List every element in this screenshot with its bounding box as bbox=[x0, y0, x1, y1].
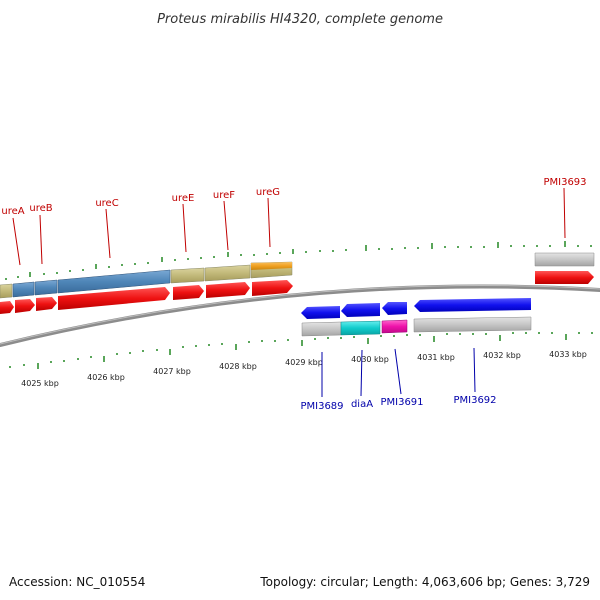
cds-arrow-PMI3693[interactable] bbox=[535, 271, 594, 284]
gene-label-ureF[interactable]: ureF bbox=[213, 190, 235, 201]
reverse-gene-track bbox=[301, 316, 532, 337]
reverse-cds-track bbox=[301, 298, 531, 319]
gene-label-ureB[interactable]: ureB bbox=[29, 203, 52, 214]
gene-block-ureG-orange bbox=[251, 262, 292, 270]
scale-label: 4032 kbp bbox=[483, 351, 521, 360]
accession-text: Accession: NC_010554 bbox=[9, 575, 145, 589]
gene-block-PMI3691[interactable] bbox=[381, 319, 408, 334]
genome-summary-text: Topology: circular; Length: 4,063,606 bp… bbox=[259, 575, 590, 589]
gene-label-ureG[interactable]: ureG bbox=[256, 187, 280, 198]
cds-arrow-ureF[interactable] bbox=[206, 282, 250, 298]
cds-arrow-PMI3692[interactable] bbox=[414, 298, 531, 312]
scale-label: 4028 kbp bbox=[219, 362, 257, 371]
reverse-gene-labels bbox=[321, 347, 476, 397]
gene-block-ureA-fragment[interactable] bbox=[0, 283, 13, 299]
gene-block-PMI3692[interactable] bbox=[413, 316, 532, 333]
scale-label: 4031 kbp bbox=[417, 353, 455, 362]
gene-block-ureF[interactable] bbox=[204, 264, 251, 282]
gene-label-PMI3692[interactable]: PMI3692 bbox=[453, 395, 496, 406]
cds-arrow-diaA[interactable] bbox=[341, 303, 380, 317]
gene-block-PMI3693[interactable] bbox=[534, 252, 595, 267]
cds-arrow-ureB[interactable] bbox=[36, 297, 57, 311]
forward-gene-track bbox=[0, 252, 595, 299]
gene-label-diaA[interactable]: diaA bbox=[351, 399, 373, 410]
gene-label-ureE[interactable]: ureE bbox=[172, 193, 195, 204]
cds-arrow-ureA-fragment[interactable] bbox=[0, 301, 14, 314]
gene-label-ureA[interactable]: ureA bbox=[1, 206, 24, 217]
cds-arrow-PMI3691[interactable] bbox=[382, 302, 407, 315]
gene-block-ureB[interactable] bbox=[34, 279, 58, 296]
cds-arrow-ureG[interactable] bbox=[252, 280, 293, 296]
upper-tick-track bbox=[5, 241, 592, 280]
map-title: Proteus mirabilis HI4320, complete genom… bbox=[157, 12, 443, 27]
gene-label-PMI3689[interactable]: PMI3689 bbox=[300, 401, 343, 412]
scale-label: 4030 kbp bbox=[351, 355, 389, 364]
forward-cds-track bbox=[0, 271, 594, 314]
gene-label-PMI3693[interactable]: PMI3693 bbox=[543, 177, 586, 188]
scale-label: 4033 kbp bbox=[549, 350, 587, 359]
gene-label-ureC[interactable]: ureC bbox=[95, 198, 118, 209]
forward-gene-labels bbox=[12, 187, 566, 266]
gene-label-PMI3691[interactable]: PMI3691 bbox=[380, 397, 423, 408]
cds-arrow-PMI3689[interactable] bbox=[301, 306, 340, 319]
gene-block-ureC[interactable] bbox=[57, 269, 171, 294]
cds-arrow-ureA[interactable] bbox=[15, 299, 35, 313]
cds-arrow-ureC[interactable] bbox=[58, 287, 170, 310]
gene-block-PMI3689[interactable] bbox=[301, 321, 342, 337]
cds-arrow-ureE[interactable] bbox=[173, 285, 204, 300]
scale-label: 4026 kbp bbox=[87, 373, 125, 382]
scale-label: 4027 kbp bbox=[153, 367, 191, 376]
lower-tick-track bbox=[9, 332, 593, 369]
gene-block-ureA[interactable] bbox=[12, 281, 35, 298]
gene-block-diaA[interactable] bbox=[340, 320, 381, 336]
genome-backbone-highlight bbox=[0, 284, 600, 345]
scale-label: 4029 kbp bbox=[285, 358, 323, 367]
scale-label: 4025 kbp bbox=[21, 379, 59, 388]
gene-block-ureE[interactable] bbox=[170, 267, 205, 284]
genome-backbone bbox=[0, 284, 600, 347]
